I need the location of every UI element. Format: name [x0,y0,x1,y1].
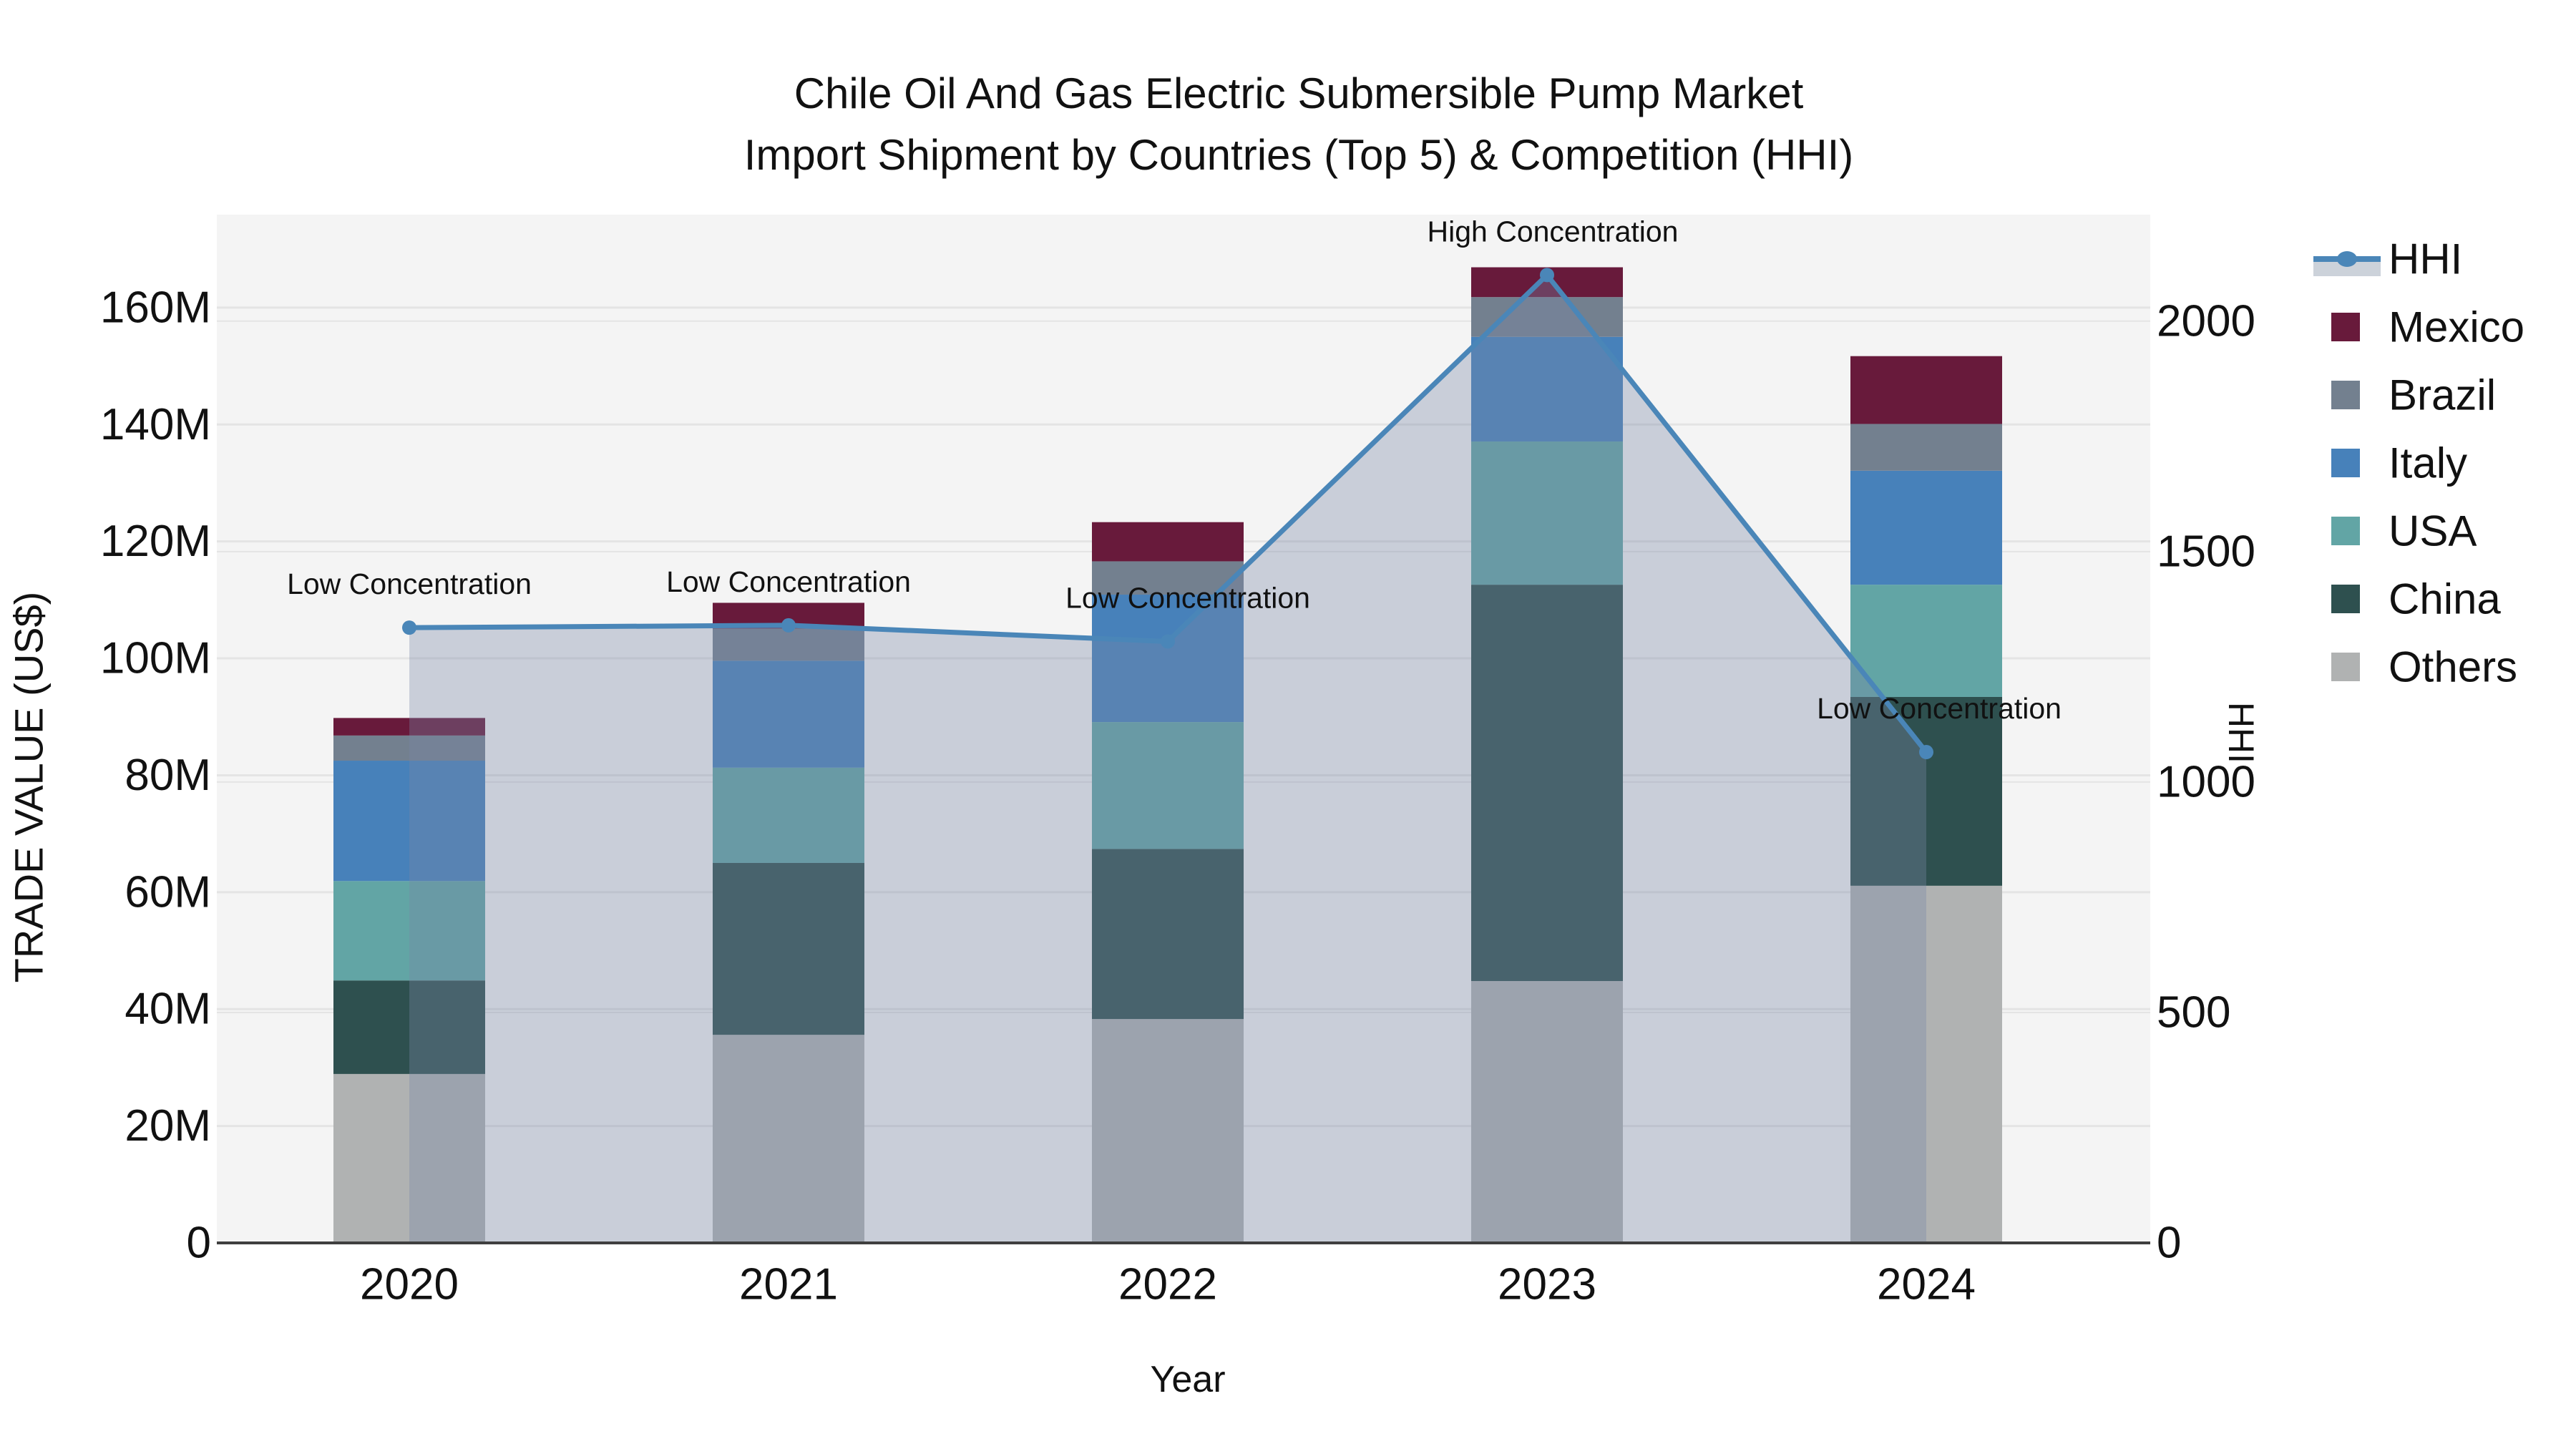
bar-segment-usa-2022 [1092,722,1244,849]
legend-hhi-marker-swatch[interactable] [2337,251,2357,267]
bar-segment-mexico-2020 [333,718,485,736]
bar-segment-usa-2024 [1850,585,2002,697]
annotation-2020: Low Concentration [287,567,532,600]
bar-segment-italy-2020 [333,761,485,882]
left-tick-120M: 120M [100,517,211,566]
x-axis-title: Year [1150,1359,1225,1400]
bar-segment-italy-2022 [1092,595,1244,723]
x-tick-2024: 2024 [1877,1260,1976,1309]
right-tick-500: 500 [2157,987,2230,1037]
x-tick-2021: 2021 [739,1260,838,1309]
left-tick-80M: 80M [125,751,211,800]
bar-segment-usa-2023 [1471,441,1623,585]
chart-title: Chile Oil And Gas Electric Submersible P… [744,63,1854,186]
bar-segment-china-2021 [713,862,864,1035]
legend-label-brazil[interactable]: Brazil [2389,371,2496,419]
legend-swatch-others[interactable] [2331,653,2360,681]
legend-hhi-area-swatch[interactable] [2313,262,2381,276]
bar-segment-china-2022 [1092,849,1244,1020]
hhi-marker-2022 [1161,634,1175,649]
annotation-2023: High Concentration [1428,215,1679,248]
hhi-marker-2024 [1919,745,1933,760]
left-tick-20M: 20M [125,1101,211,1151]
annotation-2021: Low Concentration [666,565,911,598]
left-tick-40M: 40M [125,985,211,1034]
annotation-2022: Low Concentration [1065,581,1310,614]
chart-title-line2: Import Shipment by Countries (Top 5) & C… [743,131,1854,179]
legend-label-china[interactable]: China [2389,575,2501,623]
left-tick-100M: 100M [100,634,211,683]
bar-segment-others-2023 [1471,981,1623,1243]
x-tick-2023: 2023 [1498,1260,1596,1309]
bar-segment-italy-2021 [713,660,864,768]
bar-segment-others-2020 [333,1073,485,1243]
left-tick-140M: 140M [100,400,211,449]
legend-label-hhi[interactable]: HHI [2389,235,2462,283]
annotation-2024: Low Concentration [1817,692,2062,725]
right-tick-1500: 1500 [2157,527,2255,576]
left-tick-0: 0 [187,1219,211,1268]
left-tick-60M: 60M [125,867,211,917]
hhi-area [409,275,1926,1243]
bar-segment-others-2024 [1850,885,2002,1243]
legend-swatch-italy[interactable] [2331,449,2360,477]
bar-segment-brazil-2021 [713,628,864,661]
bar-segment-brazil-2024 [1850,424,2002,471]
bar-segment-mexico-2022 [1092,522,1244,562]
legend-swatch-usa[interactable] [2331,517,2360,545]
legend-label-others[interactable]: Others [2389,643,2517,691]
bar-segment-china-2024 [1850,696,2002,886]
bar-segment-others-2021 [713,1035,864,1243]
right-tick-0: 0 [2157,1219,2181,1268]
bar-segment-brazil-2022 [1092,561,1244,595]
bar-segment-others-2022 [1092,1019,1244,1243]
hhi-marker-2021 [781,618,796,633]
legend-swatch-china[interactable] [2331,585,2360,613]
right-tick-2000: 2000 [2157,296,2255,346]
bar-segment-mexico-2024 [1850,356,2002,424]
bar-segment-brazil-2020 [333,735,485,761]
chart-title-line1: Chile Oil And Gas Electric Submersible P… [794,69,1804,117]
x-tick-2020: 2020 [360,1260,459,1309]
bar-segment-china-2023 [1471,585,1623,982]
bar-segment-italy-2023 [1471,336,1623,441]
left-axis-title: TRADE VALUE (US$) [6,592,52,983]
right-axis-title: HHI [2221,702,2261,763]
bar-segment-brazil-2023 [1471,297,1623,337]
legend-label-mexico[interactable]: Mexico [2389,303,2524,351]
bar-segment-usa-2021 [713,767,864,863]
hhi-marker-2020 [402,620,416,635]
bar-segment-china-2020 [333,980,485,1074]
left-tick-160M: 160M [100,283,211,332]
legend-label-italy[interactable]: Italy [2389,439,2467,487]
x-tick-2022: 2022 [1118,1260,1217,1309]
hhi-marker-2023 [1540,268,1554,283]
legend-swatch-mexico[interactable] [2331,313,2360,341]
bar-segment-usa-2020 [333,881,485,981]
legend-label-usa[interactable]: USA [2389,507,2477,555]
bar-segment-italy-2024 [1850,470,2002,585]
right-tick-1000: 1000 [2157,757,2255,806]
legend-swatch-brazil[interactable] [2331,381,2360,409]
